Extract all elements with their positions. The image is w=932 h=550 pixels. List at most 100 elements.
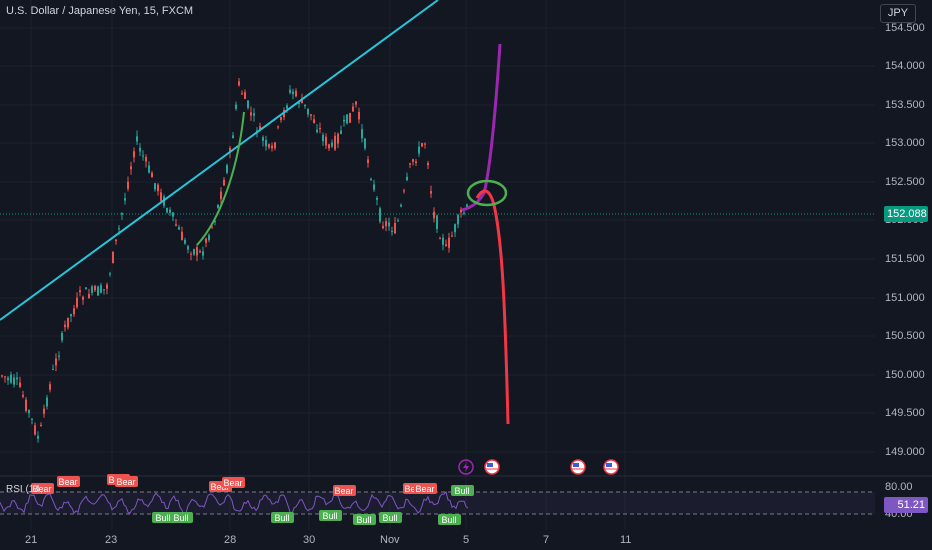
lightning-icon (458, 459, 474, 475)
candle-body (277, 126, 279, 128)
time-label: 30 (303, 534, 316, 546)
trend-line[interactable] (0, 0, 439, 321)
candle-body (409, 163, 411, 165)
candle-body (223, 179, 225, 186)
candle-body (70, 314, 72, 317)
candle-body (352, 106, 354, 112)
bull-signal (353, 514, 376, 525)
candle-body (268, 144, 270, 148)
candle-body (109, 273, 111, 275)
candle-body (184, 239, 186, 244)
candle-body (169, 209, 171, 213)
signal-text: Bull (356, 515, 371, 525)
bearish-projection-path[interactable] (475, 189, 510, 425)
rsi-line (0, 490, 469, 517)
candle-body (382, 225, 384, 229)
candle-body (274, 142, 276, 149)
signal-text: Bull (441, 515, 456, 525)
candle-body (448, 237, 450, 248)
signal-text: Bear (116, 477, 135, 487)
signal-text: Bear (223, 478, 242, 488)
candle-body (22, 394, 24, 397)
candle-body (364, 138, 366, 149)
candle-body (145, 157, 147, 162)
candle-body (289, 89, 291, 93)
candle-body (442, 237, 444, 245)
candle-body (259, 126, 261, 131)
candle-body (334, 135, 336, 150)
candle-body (211, 226, 213, 228)
price-label: 151.000 (885, 292, 925, 304)
candle-body (31, 418, 33, 420)
time-label: 5 (463, 534, 470, 546)
event-icons[interactable] (458, 459, 619, 475)
candle-body (385, 221, 387, 227)
candle-body (307, 108, 309, 115)
green-arc-drawing[interactable] (196, 111, 245, 246)
candle-body (358, 111, 360, 120)
candle-body (235, 104, 237, 109)
candle-body (142, 155, 144, 157)
signal-text: Bull (454, 486, 469, 496)
candle-body (16, 377, 18, 380)
candle-body (13, 377, 15, 385)
candle-body (430, 191, 432, 194)
candle-body (151, 172, 153, 178)
candle-body (94, 286, 96, 291)
candle-body (271, 145, 273, 149)
candle-body (166, 207, 168, 213)
time-label: 21 (25, 534, 38, 546)
candle-body (454, 224, 456, 233)
bear-signal (115, 476, 138, 487)
candle-body (373, 184, 375, 190)
bear-signal (57, 476, 80, 487)
candle-body (154, 183, 156, 190)
green-circle-marker[interactable] (466, 179, 508, 207)
price-label: 154.500 (885, 22, 925, 34)
price-label: 150.000 (885, 369, 925, 381)
price-label: 149.000 (885, 446, 925, 458)
current-price-label: 152.088 (884, 206, 928, 222)
candle-body (424, 143, 426, 145)
candle-body (325, 136, 327, 146)
candle-body (247, 100, 249, 108)
price-label: 150.500 (885, 330, 925, 342)
rsi-indicator-label[interactable]: RSI (14, (6, 484, 43, 495)
candle-body (328, 144, 330, 149)
candle-body (34, 425, 36, 435)
candle-body (28, 410, 30, 414)
candle-body (157, 184, 159, 192)
candle-body (439, 238, 441, 240)
candle-body (148, 165, 150, 173)
candle-body (331, 142, 333, 147)
candle-body (457, 215, 459, 225)
candle-body (205, 238, 207, 243)
candle-body (85, 287, 87, 290)
candle-body (340, 130, 342, 134)
candle-body (10, 374, 12, 383)
signal-text: Bull (274, 513, 289, 523)
candle-body (172, 212, 174, 217)
candle-body (190, 253, 192, 255)
candle-body (118, 228, 120, 230)
candle-body (25, 399, 27, 412)
time-label: 23 (105, 534, 118, 546)
candle-body (298, 102, 300, 104)
signal-text: Bear (415, 484, 434, 494)
time-label: 11 (620, 534, 632, 546)
bullish-projection-path[interactable] (461, 43, 502, 212)
bull-signal (319, 510, 342, 521)
candle-body (217, 204, 219, 208)
currency-button[interactable]: JPY (880, 4, 916, 23)
price-label: 153.500 (885, 99, 925, 111)
candle-body (397, 220, 399, 222)
signal-text: Bull (322, 511, 337, 521)
time-label: 28 (224, 534, 237, 546)
candle-body (280, 117, 282, 121)
price-label: 149.500 (885, 407, 925, 419)
price-label: 152.500 (885, 176, 925, 188)
candle-body (181, 231, 183, 241)
candle-body (202, 251, 204, 256)
candle-body (52, 368, 54, 370)
